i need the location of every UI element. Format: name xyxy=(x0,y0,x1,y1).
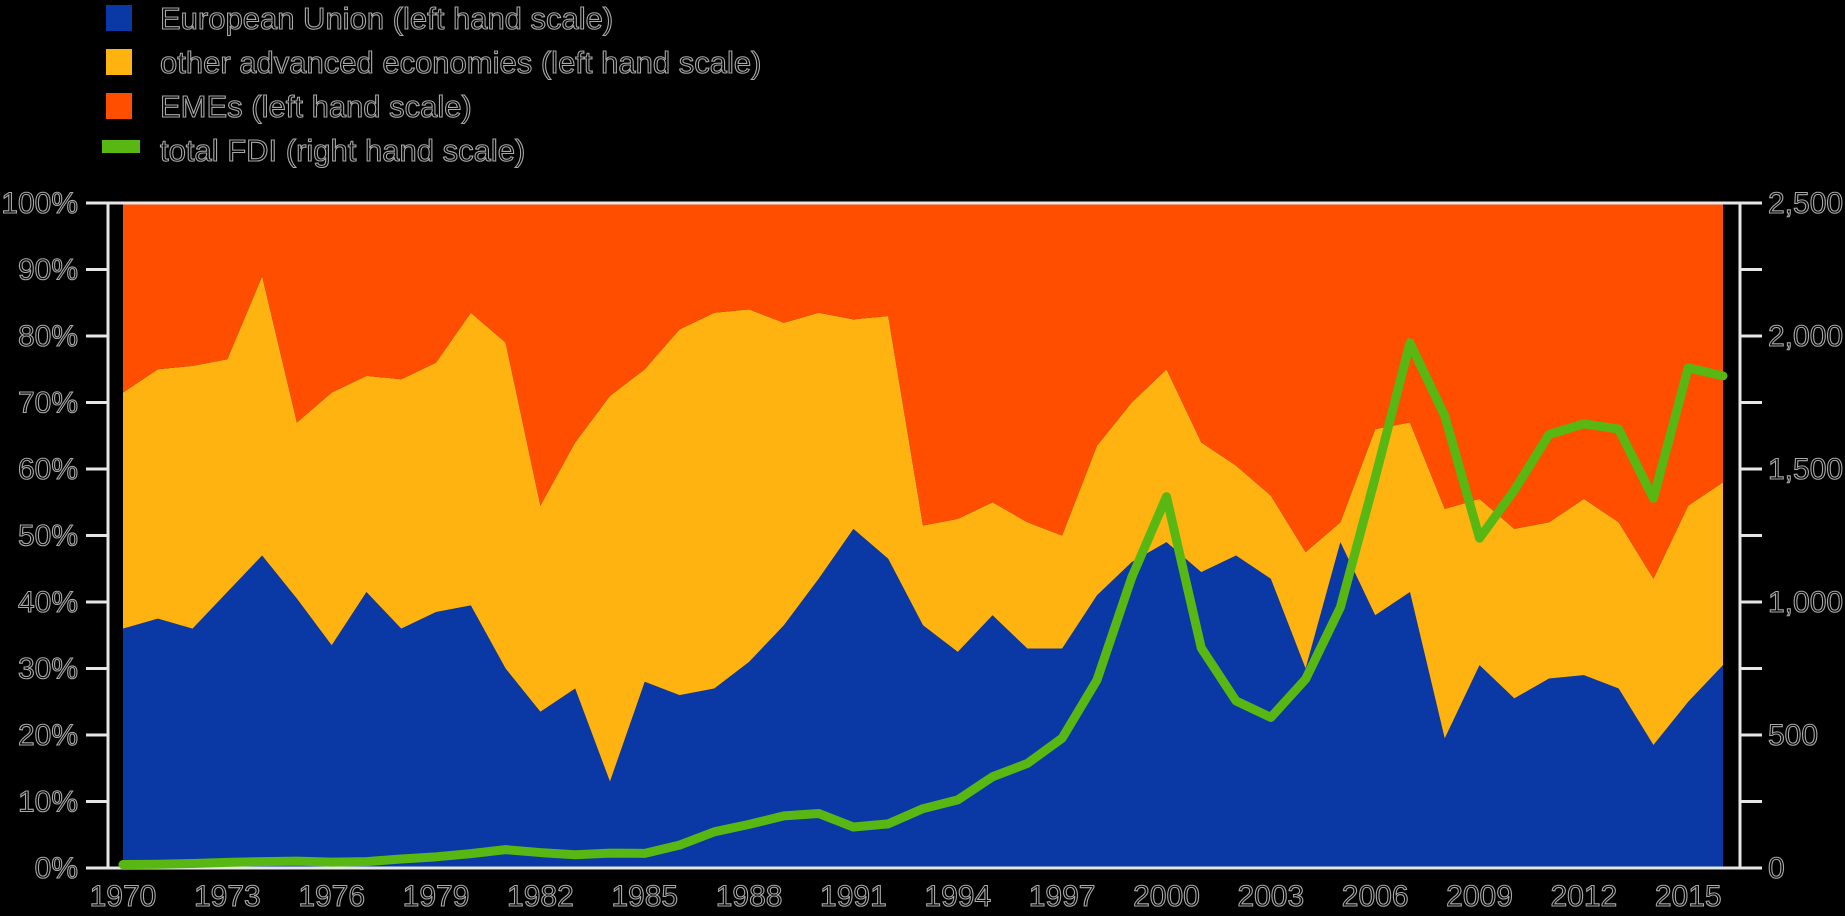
legend-swatch-other-advanced xyxy=(106,49,132,75)
x-axis-label: 1976 xyxy=(298,880,365,913)
left-axis-label: 80% xyxy=(18,320,78,353)
right-axis-label: 2,500 xyxy=(1768,187,1843,220)
legend-label-total-fdi: total FDI (right hand scale) xyxy=(160,133,525,168)
legend-swatch-total-fdi-line xyxy=(102,140,140,153)
area-other-advanced-economies xyxy=(123,276,1723,782)
left-axis-label: 10% xyxy=(18,786,78,819)
left-axis-label: 70% xyxy=(18,387,78,420)
plot-area: 0% 10% 20% 30% 40% 50% 60% 70% 80% 90% 100% 0 500 1,0… xyxy=(1,186,1844,913)
x-axis-label: 1979 xyxy=(403,880,470,913)
x-axis-label: 1988 xyxy=(716,880,783,913)
left-axis-label: 100% xyxy=(1,187,78,220)
area-emes xyxy=(123,203,1723,579)
x-axis-label: 1991 xyxy=(820,880,887,913)
x-axis-label: 1970 xyxy=(90,880,157,913)
x-axis-label: 2012 xyxy=(1550,880,1617,913)
x-axis-label: 1982 xyxy=(507,880,574,913)
left-axis-label: 30% xyxy=(18,653,78,686)
legend-label-emes: EMEs (left hand scale) xyxy=(160,89,472,124)
x-axis-label: 2000 xyxy=(1133,880,1200,913)
x-axis-label: 1973 xyxy=(194,880,261,913)
right-axis-label: 1,000 xyxy=(1768,586,1843,619)
line-total-fdi xyxy=(118,338,1728,870)
right-axis-label: 1,500 xyxy=(1768,453,1843,486)
legend-swatch-european-union xyxy=(106,5,132,31)
x-axis-label: 1985 xyxy=(611,880,678,913)
x-axis-label: 2009 xyxy=(1446,880,1513,913)
x-axis-label: 2003 xyxy=(1237,880,1304,913)
legend: European Union (left hand scale) other a… xyxy=(102,0,762,169)
x-axis-label: 2006 xyxy=(1342,880,1409,913)
left-axis-label: 20% xyxy=(18,719,78,752)
legend-label-other-advanced: other advanced economies (left hand scal… xyxy=(160,45,761,80)
right-axis-label: 0 xyxy=(1768,852,1785,885)
legend-label-european-union: European Union (left hand scale) xyxy=(160,1,613,36)
right-axis-label: 2,000 xyxy=(1768,320,1843,353)
left-axis-label: 0% xyxy=(35,852,78,885)
left-axis-label: 60% xyxy=(18,453,78,486)
x-axis-label: 1994 xyxy=(924,880,991,913)
legend-swatch-emes xyxy=(106,93,132,119)
left-axis-label: 40% xyxy=(18,586,78,619)
left-axis-label: 90% xyxy=(18,254,78,287)
x-axis-label: 2015 xyxy=(1655,880,1722,913)
right-axis-label: 500 xyxy=(1768,719,1818,752)
plot-border xyxy=(106,201,1742,870)
left-axis-label: 50% xyxy=(18,520,78,553)
x-axis-label: 1997 xyxy=(1029,880,1096,913)
area-european-union xyxy=(123,528,1723,868)
